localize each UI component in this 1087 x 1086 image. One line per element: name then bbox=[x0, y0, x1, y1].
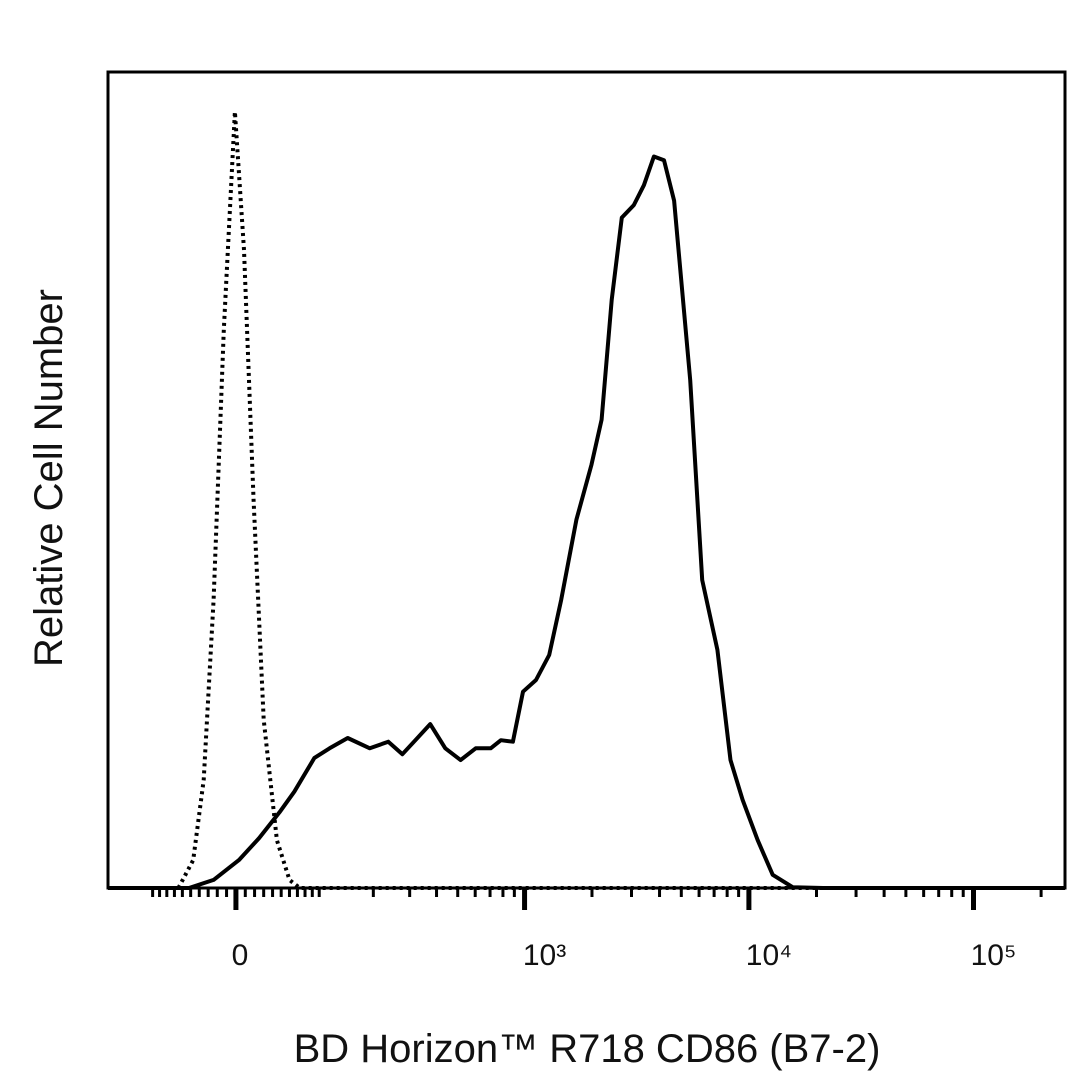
x-tick-label: 10³ bbox=[523, 939, 566, 972]
plot-frame bbox=[106, 70, 1067, 890]
x-axis-label: BD Horizon™ R718 CD86 (B7-2) bbox=[294, 1027, 881, 1071]
x-tick-label: 0 bbox=[232, 939, 249, 972]
x-tick-label: 10⁴ bbox=[746, 939, 792, 972]
histogram-line bbox=[108, 154, 1065, 890]
y-axis-label: Relative Cell Number bbox=[27, 289, 71, 667]
histogram-line bbox=[176, 109, 1065, 890]
x-tick-label: 10⁵ bbox=[971, 939, 1017, 972]
